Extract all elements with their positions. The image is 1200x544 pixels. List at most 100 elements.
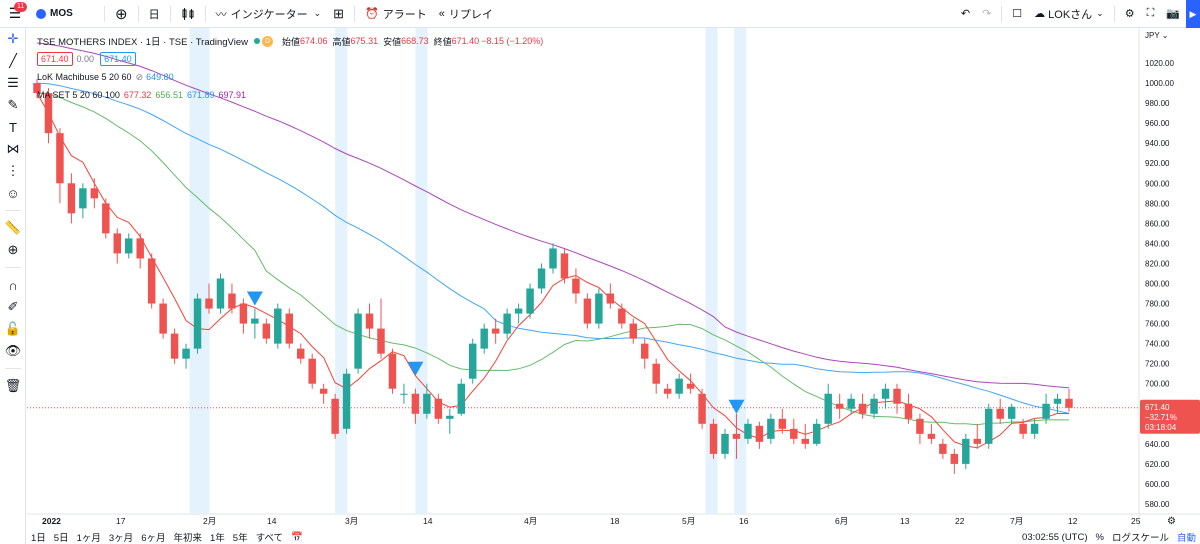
drawing-toolbar: ✛ ╱ ☰ ✎ T ⋈ ⋮ ☺ 📏 ⊕ ∩ ✐ 🔓 👁 🗑 [0,28,26,544]
screenshot-button[interactable]: 📷 [1160,0,1186,28]
fib-tool[interactable]: ☰ [0,72,26,94]
utc-clock[interactable]: 03:02:55 (UTC) [1022,531,1088,543]
candle-body [262,323,271,339]
goto-date-icon[interactable]: 📅 [291,531,303,543]
divider [204,5,206,22]
replay-button[interactable]: « リプレイ [433,0,499,28]
range-1y[interactable]: 1年 [210,533,225,544]
range-6m[interactable]: 6ヶ月 [141,533,166,544]
bid-box[interactable]: 671.40 [37,52,73,66]
ma20-line [36,92,1069,426]
range-5d[interactable]: 5日 [53,533,69,544]
chart-pane[interactable]: 1020.00 1000.00 980.00 960.00 940.00 920.00 90… [27,28,1200,544]
candle-body [732,433,741,439]
publish-button[interactable]: ▶ [1186,0,1200,28]
legend-series-row: TSE MOTHERS INDEX · 1日 · TSE · TradingVi… [37,34,545,48]
candle-body [170,333,179,359]
compare-button[interactable]: ⊕ [109,0,134,28]
ask-box[interactable]: 671.40 [100,52,136,66]
candle-body [916,418,924,434]
candle-body [595,293,603,324]
prediction-tool[interactable]: ⋮ [0,160,26,182]
camera-icon: 📷 [1166,8,1180,20]
range-3m[interactable]: 3ヶ月 [108,533,134,544]
lock-drawing-tool[interactable]: ✐ [0,296,26,318]
candle-body [113,233,121,254]
fullscreen-button[interactable]: ⛶ [1141,0,1161,28]
range-all[interactable]: すべて [255,533,284,544]
candle-body [102,203,110,234]
divider [354,5,356,22]
data-delay-badge: D [261,35,273,47]
visibility-tool[interactable]: 👁 [0,340,26,362]
delete-tool[interactable]: 🗑 [0,375,26,397]
chart-style-button[interactable] [175,0,201,28]
settings-button[interactable]: ⚙ [1119,0,1141,28]
templates-button[interactable]: ⊞ [327,0,350,28]
publish-icon: ▶ [1189,8,1197,19]
crosshair-tool[interactable]: ✛ [7,31,19,46]
alert-button[interactable]: ⏰ アラート [359,0,433,28]
auto-scale-toggle[interactable]: 自動 [1176,533,1196,544]
candle-body [870,398,878,414]
signal-triangle [407,361,424,376]
trendline-tool[interactable]: ╱ [0,50,26,72]
notification-badge: 11 [14,1,28,12]
replay-label: リプレイ [448,8,493,21]
candle-body [618,308,626,324]
undo-button[interactable]: ↶ [955,0,976,28]
legend-quote-row: 671.40 0.00 671.40 [37,52,545,66]
range-1d[interactable]: 1日 [31,533,46,544]
chevron-down-icon: ⌄ [1096,8,1104,18]
candle-body [973,438,981,444]
range-5y[interactable]: 5年 [232,533,248,544]
market-status-icon [253,38,260,44]
indicators-button[interactable]: 〰 インジケーター ⌄ [210,0,328,28]
brush-tool[interactable]: ✎ [0,94,26,116]
menu-button[interactable]: ☰ 11 [0,0,30,28]
divider [169,5,171,22]
symbol-search[interactable]: MOS [30,0,100,28]
price-tick-label: 780.00 [1145,300,1170,309]
log-scale-toggle[interactable]: ログスケール [1111,533,1169,544]
pattern-tool[interactable]: ⋈ [0,138,26,160]
time-tick-label: 13 [900,516,910,526]
time-tick-label: 14 [267,516,277,526]
time-tick-label: 12 [1068,516,1078,526]
range-1m[interactable]: 1ヶ月 [76,533,101,544]
redo-icon: ↷ [982,8,992,20]
zoom-tool[interactable]: ⊕ [0,239,26,261]
price-tick-label: 940.00 [1145,139,1170,148]
undo-icon: ↶ [960,8,971,20]
range-ytd[interactable]: 年初来 [173,533,202,544]
layout-button[interactable]: ☐ [1006,0,1028,28]
price-tick-label: 960.00 [1145,119,1170,128]
countdown-label: 03:18:04 [1145,423,1177,432]
emoji-tool[interactable]: ☺ [0,182,26,204]
divider [5,267,21,268]
time-tick-label: 3月 [345,516,358,526]
symbol-logo-icon [36,8,46,19]
indicator2-name: MA SET 5 20 60 100 [37,90,120,100]
time-tick-label: 22 [955,516,965,526]
candle-body [847,398,855,409]
measure-tool[interactable]: 📏 [0,217,26,239]
pencil-lock-icon: ✐ [7,299,19,314]
redo-button[interactable]: ↷ [976,0,997,28]
price-chart[interactable]: 1020.00 1000.00 980.00 960.00 940.00 920.00 90… [27,28,1200,544]
interval-button[interactable]: 日 [143,0,166,28]
last-price-label: 671.40 [1145,403,1170,412]
percent-toggle[interactable]: % [1095,531,1104,543]
save-layout-button[interactable]: ☁ LOKさん ⌄ [1028,0,1110,28]
alarm-clock-icon: ⏰ [365,8,379,20]
candle-body [331,398,339,434]
text-tool[interactable]: T [0,116,26,138]
lock-tool[interactable]: 🔓 [0,318,26,340]
highlight-band [189,28,210,514]
candle-body [400,393,408,395]
price-tick-label: 740.00 [1145,340,1170,349]
magnet-tool[interactable]: ∩ [0,274,26,296]
time-tick-label: 5月 [682,516,695,526]
candle-body [652,363,660,384]
spread-value: 0.00 [76,54,95,64]
